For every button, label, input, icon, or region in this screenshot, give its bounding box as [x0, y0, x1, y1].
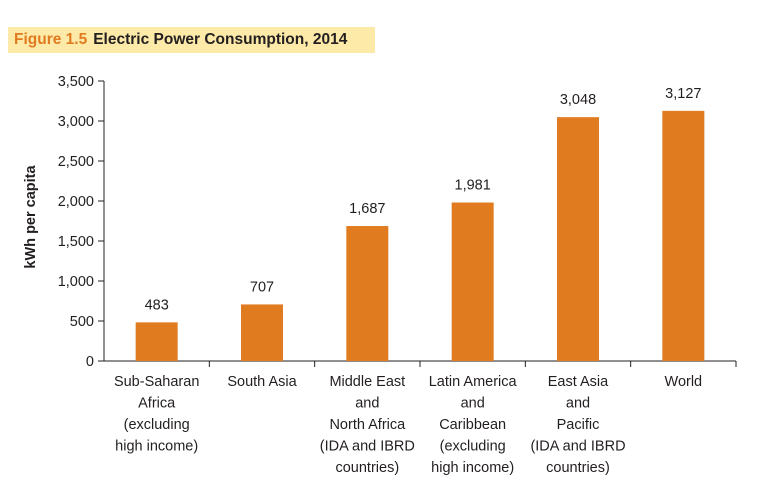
x-tick-label: East Asia and Pacific (IDA and IBRD countrie…: [530, 374, 625, 476]
bar-value-label: 707: [250, 279, 274, 295]
bar: [241, 304, 283, 361]
y-tick-label: 3,000: [58, 114, 94, 130]
y-tick-label: 3,500: [58, 74, 94, 90]
bar: [662, 110, 705, 361]
bar-value-label: 3,127: [665, 86, 701, 102]
figure-title: Figure 1.5 Electric Power Consumption, 20…: [14, 31, 347, 49]
figure-title-text: Electric Power Consumption, 2014: [93, 31, 348, 48]
y-axis-label: kWh per capita: [23, 164, 39, 268]
y-tick-label: 500: [70, 314, 94, 330]
y-tick-label: 1,500: [58, 234, 94, 250]
bar: [346, 226, 389, 361]
figure-number: Figure 1.5: [14, 31, 88, 48]
y-tick-label: 0: [86, 354, 94, 370]
bar: [135, 322, 178, 361]
y-axis: 0 500 1,000 1,500 2,000 2,500 3,000 3,500: [58, 74, 105, 370]
bar: [451, 202, 494, 361]
x-tick-label: Sub-Saharan Africa (excluding high income): [114, 374, 199, 455]
bar-value-label: 1,981: [455, 178, 491, 194]
bar-value-label: 483: [145, 297, 169, 313]
y-tick-label: 2,000: [58, 194, 94, 210]
bars-group: [135, 110, 705, 361]
y-tick-label: 1,000: [58, 274, 94, 290]
x-tick-label: South Asia: [227, 374, 297, 390]
x-tick-label: Middle East and North Africa (IDA and IBRD c…: [320, 374, 415, 476]
bar-value-label: 3,048: [560, 92, 596, 108]
y-tick-label: 2,500: [58, 154, 94, 170]
value-labels-group: 483 707 1,687 1,981 3,048 3,127: [145, 86, 702, 314]
x-tick-label: Latin America and Caribbean (excluding high …: [429, 374, 518, 476]
x-axis: [104, 360, 737, 367]
title-highlight-band: [8, 27, 375, 53]
x-tick-label: World: [665, 374, 703, 390]
bar-value-label: 1,687: [349, 201, 385, 217]
category-labels-group: Sub-Saharan Africa (excluding high income) S…: [114, 374, 702, 476]
bar: [557, 117, 599, 361]
